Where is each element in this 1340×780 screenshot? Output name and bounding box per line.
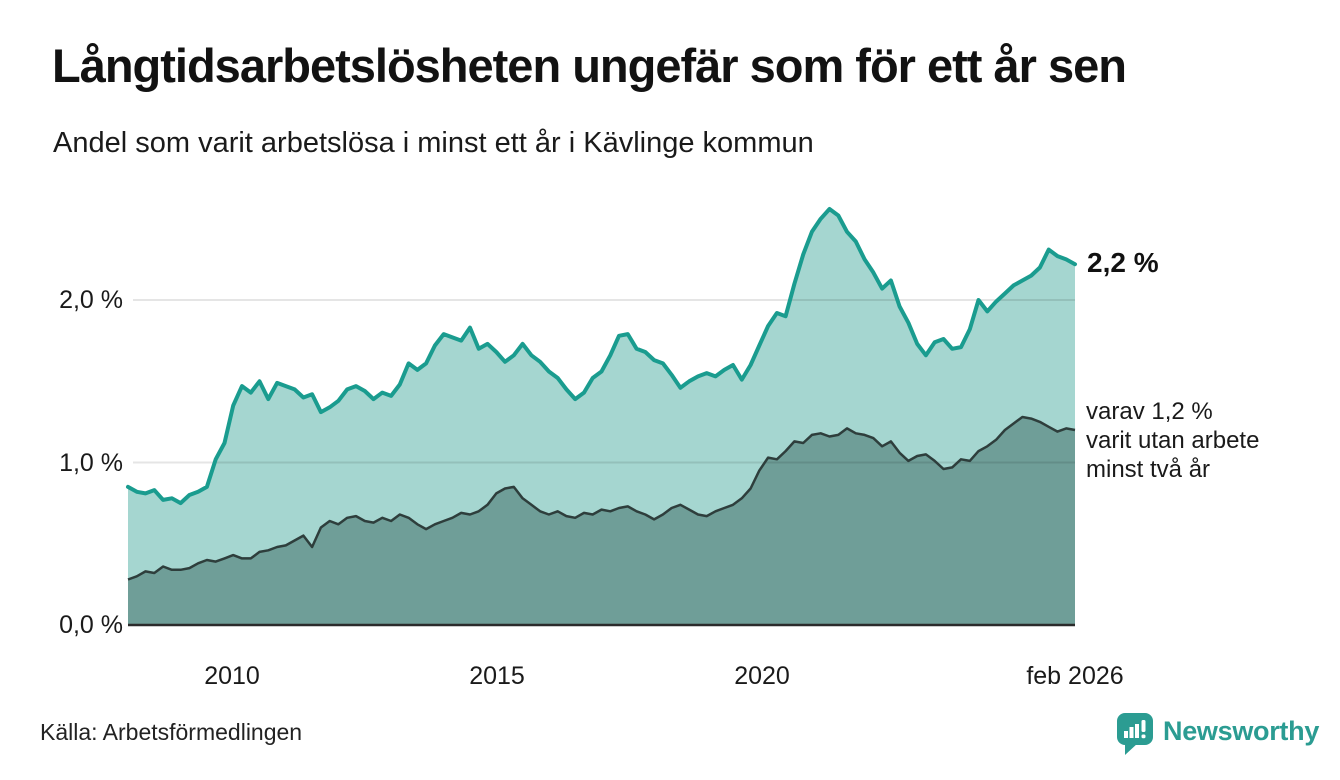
newsworthy-brand: Newsworthy — [1116, 712, 1319, 756]
x-tick-label-2010: 2010 — [204, 662, 260, 690]
chart-subtitle: Andel som varit arbetslösa i minst ett å… — [53, 127, 814, 159]
newsworthy-logo-icon — [1117, 713, 1153, 755]
logo-exclamation-dot — [1141, 734, 1146, 739]
logo-bar-3 — [1135, 724, 1139, 738]
end-note-two-year: varav 1,2 % varit utan arbete minst två … — [1086, 397, 1259, 484]
x-tick-label-feb-2026: feb 2026 — [1026, 662, 1124, 690]
end-note-line-3: minst två år — [1086, 456, 1211, 483]
end-value-label-total: 2,2 % — [1087, 247, 1159, 278]
logo-bar-1 — [1124, 731, 1128, 738]
logo-bar-2 — [1129, 727, 1134, 738]
series-total-line — [126, 207, 1077, 506]
source-credit: Källa: Arbetsförmedlingen — [40, 719, 303, 745]
y-tick-label-0pct: 0,0 % — [59, 611, 123, 639]
y-tick-label-2pct: 2,0 % — [59, 286, 123, 314]
end-note-line-2: varit utan arbete — [1086, 427, 1260, 454]
brand-name: Newsworthy — [1163, 716, 1320, 746]
logo-exclamation-bar — [1141, 720, 1146, 732]
y-tick-label-1pct: 1,0 % — [59, 449, 123, 477]
x-tick-label-2020: 2020 — [734, 662, 790, 690]
series-two-year-line — [127, 415, 1076, 581]
series-two-year-area-fill — [128, 417, 1075, 625]
end-note-line-1: varav 1,2 % — [1086, 398, 1213, 425]
x-tick-label-2015: 2015 — [469, 662, 525, 690]
chart-title: Långtidsarbetslösheten ungefär som för e… — [52, 39, 1127, 92]
